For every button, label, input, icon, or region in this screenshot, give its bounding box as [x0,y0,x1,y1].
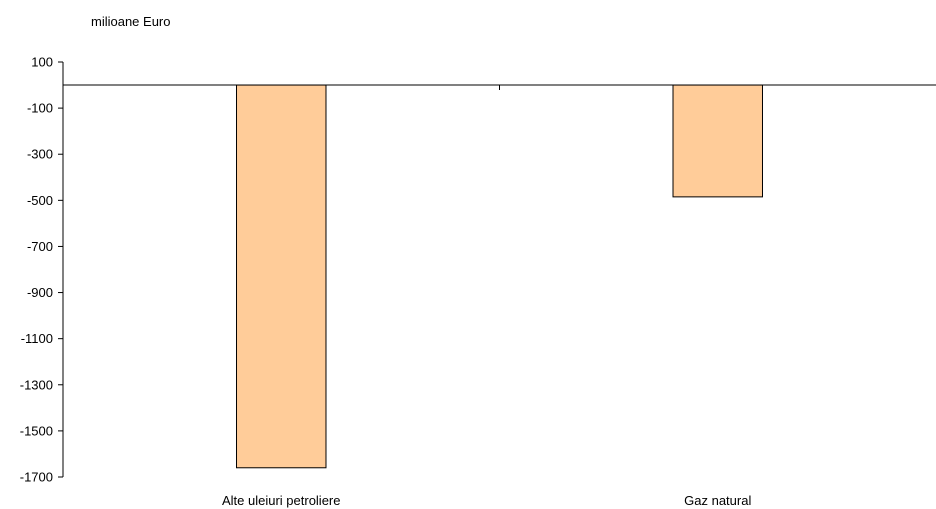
y-tick-label: -700 [27,239,53,254]
bar [236,84,327,469]
y-tick-label: -1700 [20,470,53,485]
y-tick-label: -1100 [21,331,53,346]
category-label: Gaz natural [684,493,751,508]
y-tick-label: -100 [27,101,53,116]
y-tick-label: -300 [27,147,53,162]
y-tick-label: 100 [31,55,53,70]
y-unit-label: milioane Euro [91,14,171,29]
labels: 100 -100 -300 -500 -700 -900 -1100 -1300 -1500 -1… [20,55,752,509]
bar [672,84,763,198]
bars [236,84,763,469]
axes [58,61,936,478]
y-tick-label: -1300 [20,377,53,392]
y-tick-label: -500 [27,193,53,208]
category-label: Alte uleiuri petroliere [222,493,341,508]
y-tick-label: -1500 [20,423,53,438]
y-tick-label: -900 [27,285,53,300]
